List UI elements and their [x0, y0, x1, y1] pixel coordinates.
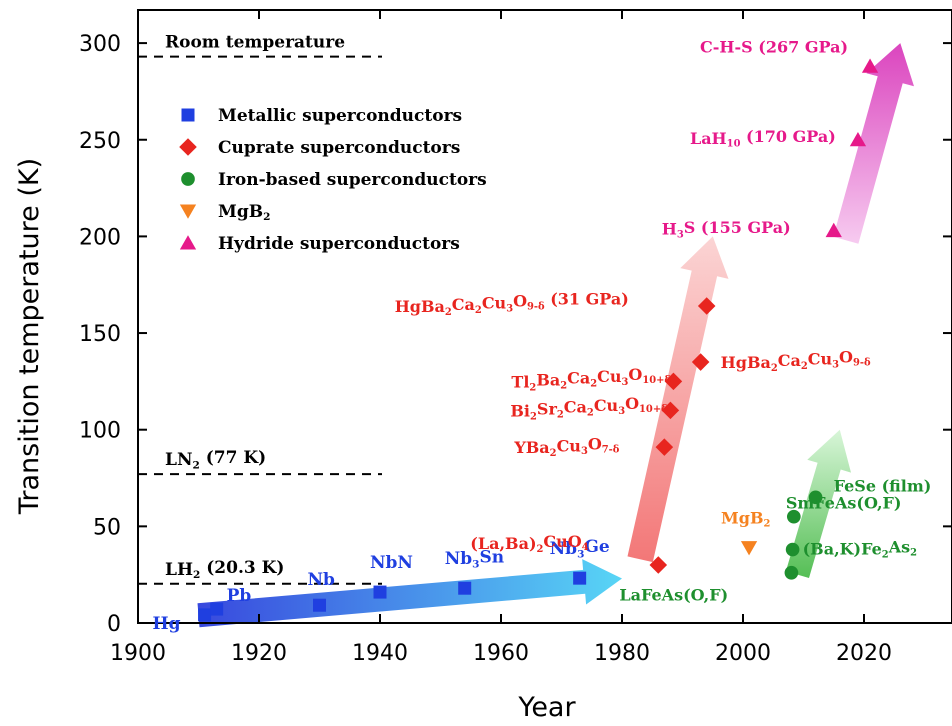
legend-marker [181, 108, 195, 122]
x-tick-label: 1980 [594, 641, 650, 666]
point-label: YBa2​Cu3​O7-δ​ [513, 434, 619, 459]
data-point [825, 222, 842, 238]
data-point [655, 438, 674, 456]
x-tick-label: 1920 [231, 641, 287, 666]
legend: Metallic superconductors Cuprate supercon… [179, 106, 487, 254]
y-tick-label: 300 [79, 32, 121, 57]
plot-frame [137, 9, 952, 624]
legend-marker [179, 235, 197, 250]
axes: 1900 1920 1940 1960 1980 2000 2020 0 50 100 150 200… [79, 9, 952, 666]
trend-arrow [197, 559, 622, 628]
y-tick-label: 50 [93, 515, 121, 540]
point-label: Nb3​Sn [445, 547, 504, 570]
data-point [210, 602, 224, 616]
point-label: LaH10​ (170 GPa) [690, 127, 836, 150]
reference-line-label: LH2​ (20.3 K) [165, 558, 284, 581]
data-point [849, 131, 867, 147]
point-label: Nb3​Ge [550, 537, 610, 560]
point-label: HgBa2​Ca2​Cu3​O9-δ​ [721, 348, 871, 374]
point-label: LaFeAs(O,F) [619, 586, 728, 605]
trend-arrow [785, 429, 851, 578]
x-tick-label: 1960 [473, 641, 529, 666]
point-label: H3​S (155 GPa) [662, 218, 791, 241]
data-point [697, 297, 716, 315]
data-point [313, 598, 326, 612]
reference-line-label: LN2​ (77 K) [165, 448, 266, 471]
x-tick-label: 2000 [715, 641, 771, 666]
point-label: Bi2​Sr2​Ca2​Cu3​O10+δ​ [510, 394, 668, 422]
y-tick-label: 100 [79, 419, 121, 444]
reference-line-label: Room temperature [165, 33, 345, 53]
y-tick-label: 200 [79, 225, 121, 250]
data-point [649, 556, 668, 574]
point-label: C-H-S (267 GPa) [700, 37, 848, 56]
y-tick-label: 0 [107, 612, 121, 637]
reference-lines: Room temperature LN2​ (77 K) LH2​ (20.3 K) [138, 33, 382, 585]
trend-arrow [833, 43, 914, 244]
legend-marker [179, 138, 197, 156]
legend-label: Iron-based superconductors [218, 170, 487, 190]
data-point [785, 542, 800, 557]
x-tick-label: 1900 [110, 641, 166, 666]
data-point [198, 608, 212, 622]
legend-label: Cuprate superconductors [218, 138, 460, 158]
data-point [691, 353, 710, 371]
point-label: FeSe (film) [834, 476, 932, 495]
legend-label: MgB2​ [218, 202, 270, 223]
x-axis-title: Year [517, 692, 576, 723]
legend-marker [181, 172, 195, 186]
data-point [573, 571, 587, 585]
data-point [458, 581, 472, 595]
data-point [861, 58, 879, 73]
trend-arrows [197, 43, 914, 628]
point-label: Tl2​Ba2​Ca2​Cu3​O10+δ​ [511, 365, 671, 393]
data-point [664, 372, 683, 391]
data-point [373, 585, 387, 599]
x-tick-label: 1940 [352, 641, 408, 666]
point-label: (La,Ba)2​CuO4​ [470, 532, 588, 555]
point-label: Nb [308, 570, 336, 590]
legend-label: Hydride superconductors [218, 234, 460, 254]
legend-marker [179, 204, 197, 219]
data-point [784, 565, 799, 580]
legend-label: Metallic superconductors [218, 106, 462, 126]
point-label: HgBa2​Ca2​Cu3​O9-δ​ (31 GPa) [395, 290, 629, 318]
data-points [198, 58, 879, 622]
y-tick-label: 150 [79, 322, 121, 347]
point-label: MgB2​ [721, 509, 770, 530]
point-label: (Ba,K)Fe2​As2​ [803, 538, 917, 561]
y-axis-title: Transition temperature (K) [14, 158, 45, 515]
data-point [786, 509, 801, 524]
trend-arrow [627, 236, 729, 563]
data-point [661, 401, 680, 420]
point-label: Hg [153, 614, 181, 634]
data-point [740, 541, 758, 556]
point-label: NbN [370, 553, 413, 573]
y-tick-label: 250 [79, 129, 121, 154]
point-label: SmFeAs(O,F) [786, 494, 902, 513]
point-labels: Hg Pb Nb NbN Nb3​Sn Nb3​Ge(La,Ba)2​CuO4​ YBa2​… [153, 37, 932, 634]
data-point [808, 490, 823, 505]
point-label: Pb [227, 586, 252, 606]
x-tick-label: 2020 [836, 641, 892, 666]
